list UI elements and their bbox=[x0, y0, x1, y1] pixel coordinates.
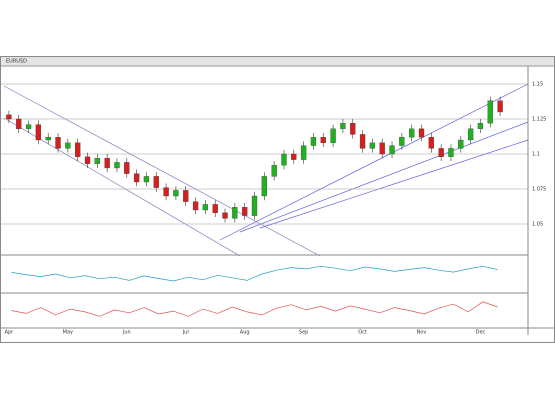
candle-body bbox=[271, 165, 277, 177]
candle-body bbox=[124, 162, 130, 174]
candle-body bbox=[369, 142, 376, 149]
candle-body bbox=[133, 173, 140, 183]
candle-body bbox=[25, 124, 32, 129]
x-tick-label: Apr bbox=[5, 330, 15, 336]
candle-body bbox=[45, 137, 51, 141]
candle-body bbox=[222, 212, 228, 219]
trend-line bbox=[3, 117, 241, 257]
candle-body bbox=[242, 207, 248, 216]
x-tick-label: Jun bbox=[122, 330, 131, 336]
candle-body bbox=[389, 145, 395, 155]
x-tick-label: Aug bbox=[240, 330, 250, 336]
candle-body bbox=[467, 128, 474, 141]
x-tick-label: Nov bbox=[417, 330, 427, 336]
candle-body bbox=[300, 145, 307, 160]
trend-lines bbox=[3, 83, 529, 257]
candle-body bbox=[291, 153, 297, 160]
candle-body bbox=[35, 124, 42, 141]
y-tick-label: 1.125 bbox=[532, 117, 546, 123]
candle-body bbox=[359, 134, 366, 149]
candle-body bbox=[65, 142, 71, 149]
trend-line bbox=[259, 139, 529, 229]
candle-body bbox=[104, 158, 110, 169]
candle-body bbox=[458, 139, 464, 149]
candle-body bbox=[153, 176, 159, 188]
candle-body bbox=[55, 137, 61, 149]
candle-body bbox=[399, 137, 405, 146]
candle-body bbox=[183, 190, 189, 202]
candle-body bbox=[261, 176, 267, 197]
candle-body bbox=[418, 128, 425, 138]
trend-line bbox=[219, 83, 529, 241]
candle-body bbox=[114, 162, 120, 169]
candle-body bbox=[350, 123, 356, 135]
candle-body bbox=[497, 100, 503, 113]
candle-body bbox=[438, 148, 444, 157]
candle-body bbox=[163, 187, 169, 197]
candle-body bbox=[84, 156, 91, 164]
candle-body bbox=[251, 195, 258, 216]
candle-body bbox=[448, 148, 454, 157]
x-tick-label: Oct bbox=[358, 330, 367, 336]
candle-body bbox=[173, 190, 179, 197]
x-tick-label: Sep bbox=[299, 330, 308, 336]
x-tick-label: May bbox=[63, 330, 73, 336]
candle-body bbox=[212, 204, 218, 213]
candle-body bbox=[75, 142, 81, 157]
candle-body bbox=[202, 204, 209, 211]
candle-body bbox=[320, 137, 326, 143]
window-frame bbox=[0, 56, 555, 343]
y-tick-label: 1.075 bbox=[532, 187, 546, 193]
candle-body bbox=[379, 142, 385, 155]
candle-body bbox=[232, 207, 238, 219]
toolbar bbox=[1, 57, 554, 65]
indicator-line bbox=[11, 265, 498, 282]
y-tick-label: 1.15 bbox=[532, 82, 543, 88]
y-tick-label: 1.05 bbox=[532, 222, 543, 228]
x-tick-label: Dec bbox=[476, 330, 486, 336]
y-tick-label: 1.1 bbox=[532, 152, 540, 158]
candle-body bbox=[310, 137, 317, 146]
trend-line bbox=[3, 85, 321, 257]
candle-body bbox=[192, 201, 199, 211]
candle-body bbox=[487, 100, 493, 124]
trend-line bbox=[239, 121, 529, 233]
chart-title: EURUSD bbox=[6, 59, 27, 65]
candle-body bbox=[143, 176, 150, 183]
indicator-line bbox=[11, 301, 498, 317]
candle-body bbox=[428, 137, 434, 149]
x-tick-label: Jul bbox=[182, 330, 189, 336]
candle-body bbox=[281, 153, 287, 166]
candle-body bbox=[409, 128, 415, 138]
candle-body bbox=[6, 114, 12, 120]
candle-body bbox=[94, 158, 100, 164]
candle-body bbox=[330, 128, 336, 143]
candle-body bbox=[16, 118, 22, 129]
candle-body bbox=[340, 123, 346, 129]
candle-body bbox=[477, 123, 484, 129]
